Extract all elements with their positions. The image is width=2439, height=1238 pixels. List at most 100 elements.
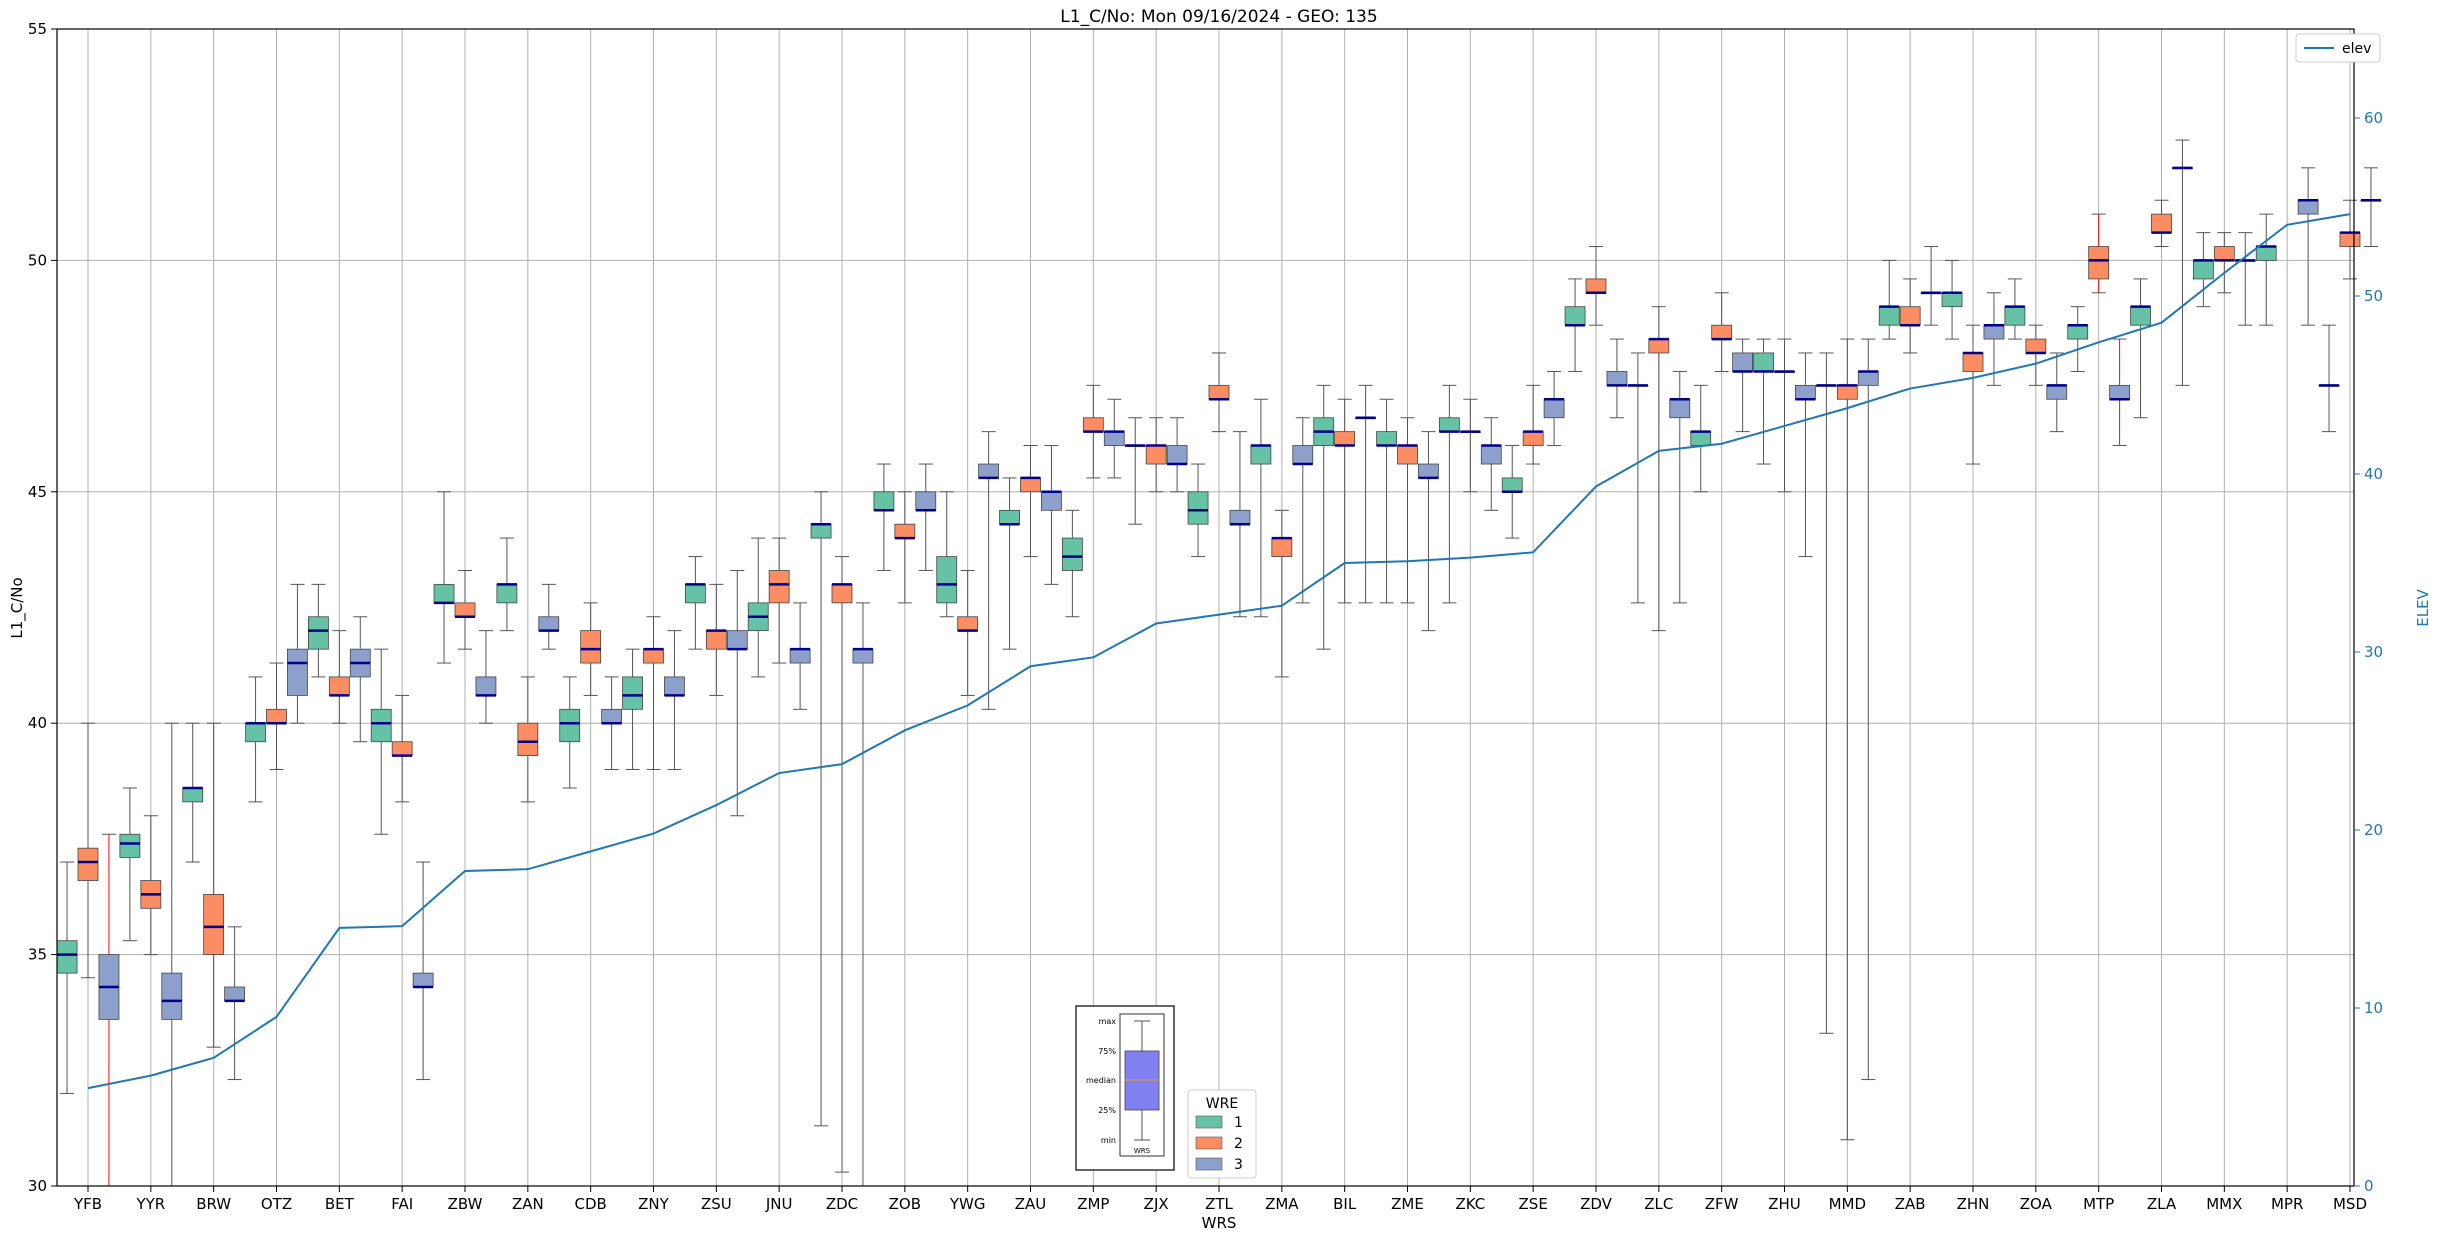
box-ZFW-2: [1711, 324, 1733, 340]
elev-line: [87, 213, 2351, 1090]
box-MSD-2: [2339, 232, 2361, 247]
box-ZMP-2: [1082, 417, 1104, 433]
plot-frame: [56, 28, 2355, 1187]
box-ZTL-1: [1187, 491, 1209, 525]
box-OTZ-3: [287, 648, 308, 696]
x-tick-label-ZSU: ZSU: [701, 1195, 732, 1213]
box-MTP-1: [2067, 324, 2089, 340]
y2-axis-title: ELEV: [2414, 588, 2432, 626]
box-FAI-1: [370, 708, 392, 743]
box-ZFW-1: [1690, 431, 1712, 446]
box-ZDC-2: [831, 583, 853, 604]
x-tick-label-ZAU: ZAU: [1015, 1195, 1047, 1213]
box-ZLA-2: [2151, 213, 2172, 234]
wre-legend-swatch-3: [1195, 1157, 1223, 1171]
y2-tick-label-2: 20: [2364, 821, 2383, 839]
box-ZJX-2: [1145, 445, 1167, 465]
box-YFB-2: [77, 847, 99, 881]
x-tick-label-YYR: YYR: [135, 1195, 165, 1213]
boxplot-key-xlabel: WRS: [1134, 1147, 1151, 1155]
box-YWG-3: [978, 463, 1000, 479]
x-tick-label-ZJX: ZJX: [1144, 1195, 1169, 1213]
elev-legend: elev: [2295, 33, 2381, 63]
x-tick-label-BIL: BIL: [1333, 1195, 1357, 1213]
x-tick-label-ZAN: ZAN: [512, 1195, 544, 1213]
wre-legend-label-2: 2: [1234, 1136, 1243, 1152]
box-ZBW-3: [475, 676, 497, 696]
box-BRW-1: [182, 787, 204, 803]
x-tick-label-MPR: MPR: [2271, 1195, 2303, 1213]
box-BIL-2: [1334, 431, 1356, 446]
box-ZME-3: [1418, 463, 1439, 479]
x-tick-label-CDB: CDB: [575, 1195, 607, 1213]
box-ZHN-2: [1962, 352, 1984, 372]
x-tick-label-MMD: MMD: [1829, 1195, 1866, 1213]
y-axis-title: L1_C/No: [8, 577, 27, 638]
box-YYR-1: [119, 833, 141, 858]
box-ZSU-3: [726, 630, 748, 650]
box-ZMA-2: [1271, 537, 1293, 557]
box-ZSE-3: [1543, 398, 1565, 419]
box-MMX-1: [2192, 259, 2214, 280]
x-tick-label-OTZ: OTZ: [261, 1195, 292, 1213]
box-BRW-3: [224, 986, 246, 1002]
x-tick-label-ZMA: ZMA: [1265, 1195, 1299, 1213]
box-ZLA-1: [2130, 306, 2151, 326]
box-JNU-2: [768, 570, 790, 604]
box-MMX-2: [2213, 246, 2235, 261]
x-tick-label-ZLC: ZLC: [1644, 1195, 1673, 1213]
box-ZJX-3: [1166, 445, 1188, 465]
box-ZME-2: [1397, 445, 1418, 465]
box-FAI-2: [391, 741, 413, 756]
x-tick-label-ZBW: ZBW: [448, 1195, 483, 1213]
wre-legend-swatch-2: [1195, 1136, 1223, 1150]
x-tick-label-ZHN: ZHN: [1957, 1195, 1990, 1213]
box-MPR-3: [2297, 199, 2319, 215]
x-tick-label-ZSE: ZSE: [1519, 1195, 1548, 1213]
box-ZTL-2: [1208, 384, 1230, 400]
box-ZDV-3: [1606, 371, 1628, 386]
box-ZNY-3: [664, 676, 685, 696]
box-ZNY-1: [622, 676, 643, 710]
box-ZAU-3: [1041, 491, 1062, 511]
y2-tick-label-0: 0: [2364, 1177, 2374, 1195]
box-ZME-1: [1376, 431, 1397, 446]
y-tick-label-4: 50: [28, 251, 47, 269]
box-BET-2: [328, 676, 350, 696]
y-tick-label-0: 30: [28, 1177, 47, 1195]
box-ZMP-3: [1103, 431, 1125, 446]
box-JNU-3: [789, 648, 811, 664]
x-tick-label-BRW: BRW: [196, 1195, 231, 1213]
box-YFB-1: [56, 940, 78, 974]
box-ZAN-1: [496, 583, 518, 604]
x-axis-title: WRS: [1202, 1214, 1237, 1232]
x-tick-label-ZAB: ZAB: [1895, 1195, 1926, 1213]
box-MTP-2: [2088, 246, 2110, 280]
x-tick-label-ZLA: ZLA: [2147, 1195, 2177, 1213]
box-ZBW-2: [454, 602, 476, 618]
x-tick-label-MSD: MSD: [2333, 1195, 2367, 1213]
x-tick-label-MMX: MMX: [2206, 1195, 2242, 1213]
wre-legend: WRE 1 2 3: [1187, 1089, 1257, 1179]
y-tick-label-5: 55: [28, 20, 47, 38]
x-tick-label-ZDC: ZDC: [826, 1195, 858, 1213]
boxplot-key-label-q1: 25%: [1098, 1106, 1116, 1115]
x-tick-label-FAI: FAI: [391, 1195, 413, 1213]
box-ZDV-2: [1585, 278, 1607, 294]
box-ZOA-1: [2004, 306, 2026, 326]
box-ZDC-1: [810, 523, 832, 539]
x-tick-label-YFB: YFB: [73, 1195, 102, 1213]
box-ZBW-1: [433, 583, 455, 604]
box-ZKC-1: [1438, 417, 1460, 433]
box-BET-1: [307, 616, 329, 650]
y2-tick-label-4: 40: [2364, 465, 2383, 483]
box-ZMA-3: [1292, 445, 1314, 465]
box-ZHN-1: [1941, 292, 1963, 308]
box-CDB-2: [580, 630, 602, 664]
x-tick-label-YWG: YWG: [949, 1195, 986, 1213]
box-ZOB-3: [915, 491, 937, 511]
x-tick-label-BET: BET: [325, 1195, 355, 1213]
box-ZHU-3: [1795, 384, 1816, 400]
box-ZFW-3: [1732, 352, 1754, 372]
chart-title: L1_C/No: Mon 09/16/2024 - GEO: 135: [1060, 7, 1377, 27]
